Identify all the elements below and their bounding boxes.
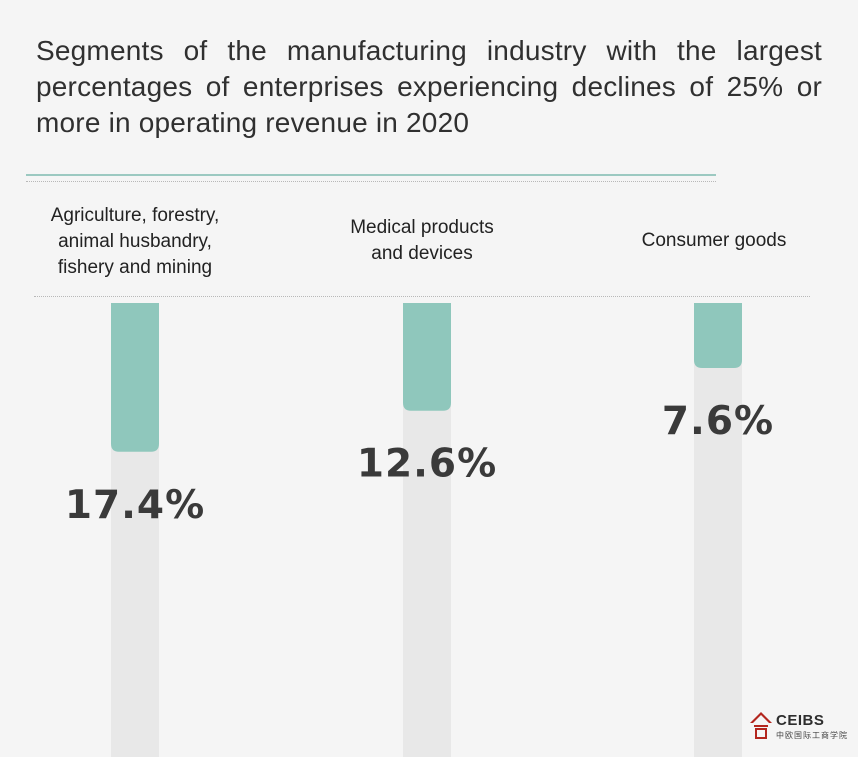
bar-agriculture [111, 303, 159, 452]
category-label-consumer: Consumer goods [641, 230, 787, 251]
title-underline [26, 174, 716, 176]
bar-medical [403, 303, 451, 411]
value-label-consumer: 7.6% [662, 399, 774, 444]
bar-consumer [694, 303, 742, 368]
bar-track-consumer [694, 303, 742, 757]
chart-title: Segments of the manufacturing industry w… [36, 35, 822, 138]
category-label-agriculture: Agriculture, forestry, animal husbandry,… [50, 205, 220, 278]
category-divider [34, 296, 810, 297]
category-label-medical: Medical products and devices [350, 217, 494, 264]
ceibs-logo-icon [750, 712, 772, 739]
value-label-medical: 12.6% [357, 442, 497, 487]
ceibs-logo-subtext: 中欧国际工商学院 [776, 731, 848, 740]
ceibs-logo: CEIBS 中欧国际工商学院 [748, 708, 848, 744]
title-dotted-rule [26, 181, 716, 182]
value-label-agriculture: 17.4% [65, 483, 205, 528]
ceibs-logo-text: CEIBS [776, 712, 825, 729]
